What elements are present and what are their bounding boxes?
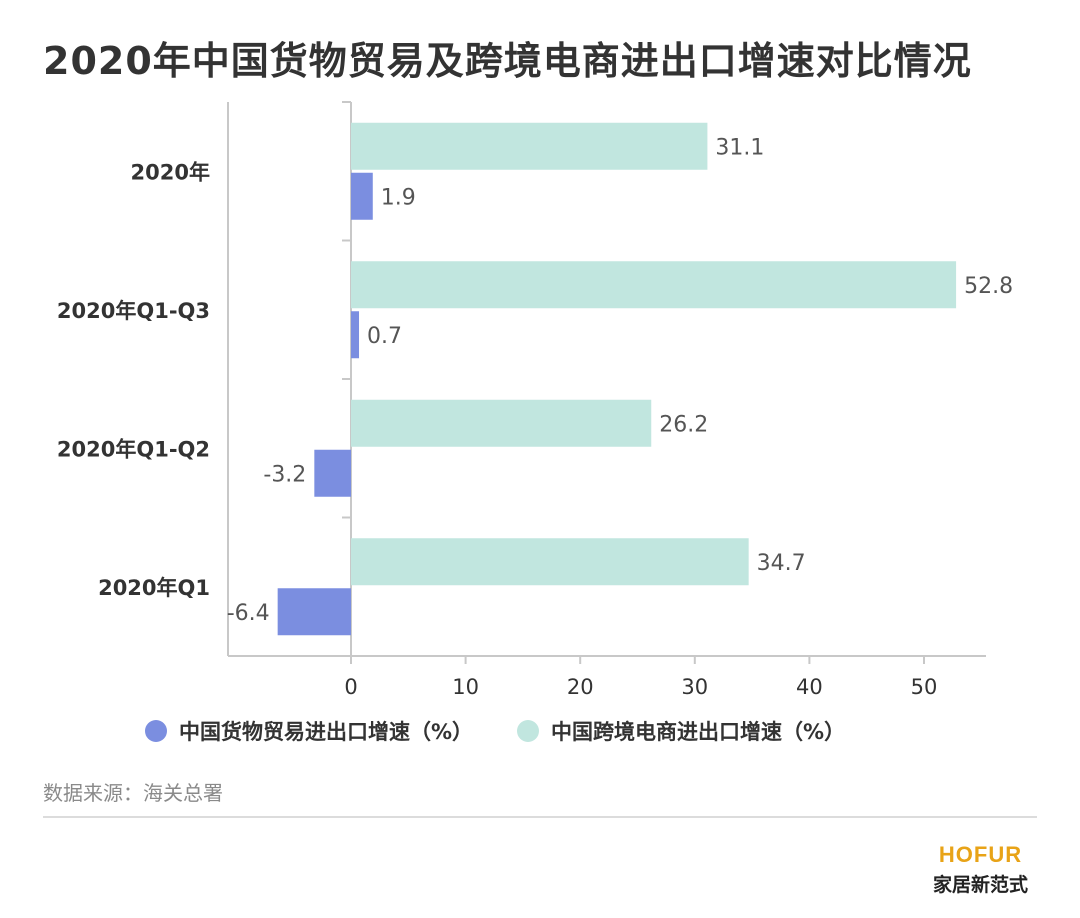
legend-label-cross-border-ecommerce: 中国跨境电商进出口增速（%）	[551, 720, 846, 744]
category-label: 2020年Q1-Q2	[57, 437, 210, 461]
value-tick-label: 50	[911, 675, 938, 699]
value-tick-label: 30	[681, 675, 708, 699]
category-label: 2020年Q1-Q3	[57, 299, 210, 323]
value-tick-label: 10	[452, 675, 479, 699]
legend-item-goods-trade: 中国货物贸易进出口增速（%）	[145, 716, 473, 746]
bar-cross-border-ecommerce	[351, 399, 652, 447]
legend: 中国货物贸易进出口增速（%） 中国跨境电商进出口增速（%）	[145, 716, 889, 746]
value-tick-label: 40	[796, 675, 823, 699]
legend-item-cross-border-ecommerce: 中国跨境电商进出口增速（%）	[517, 716, 845, 746]
chart-area: 0 10 20 30 40 50 2020年 31.1 1.9 2020年Q1-Q3 52.8 0.7…	[57, 101, 1013, 699]
bar-goods-trade	[277, 588, 351, 636]
category-label: 2020年	[131, 160, 210, 184]
brand-logo: HOFUR	[938, 842, 1023, 867]
bar-goods-trade	[314, 449, 351, 497]
legend-dot-goods-trade	[145, 720, 167, 742]
bar-goods-trade	[351, 172, 373, 220]
data-label: -6.4	[227, 601, 270, 626]
data-label: 52.8	[964, 274, 1013, 299]
bar-cross-border-ecommerce	[351, 122, 708, 170]
legend-label-goods-trade: 中国货物贸易进出口增速（%）	[179, 720, 474, 744]
legend-dot-cross-border-ecommerce	[517, 720, 540, 742]
brand-logo-block: HOFUR 家居新范式	[933, 842, 1028, 897]
data-label: 1.9	[381, 185, 416, 210]
category-label: 2020年Q1	[98, 576, 210, 600]
bar-cross-border-ecommerce	[351, 261, 957, 309]
source-divider	[43, 816, 1037, 818]
bar-cross-border-ecommerce	[351, 538, 749, 586]
value-tick-label: 20	[567, 675, 594, 699]
data-label: 26.2	[659, 412, 708, 437]
brand-subtitle: 家居新范式	[932, 874, 1028, 896]
data-label: 0.7	[367, 324, 402, 349]
data-label: -3.2	[263, 462, 306, 487]
bar-goods-trade	[351, 311, 360, 359]
chart-title: 2020年中国货物贸易及跨境电商进出口增速对比情况	[43, 39, 972, 83]
source-note: 数据来源：海关总署	[43, 781, 223, 805]
value-tick-label: 0	[344, 675, 357, 699]
data-label: 34.7	[757, 551, 806, 576]
data-label: 31.1	[715, 135, 764, 160]
